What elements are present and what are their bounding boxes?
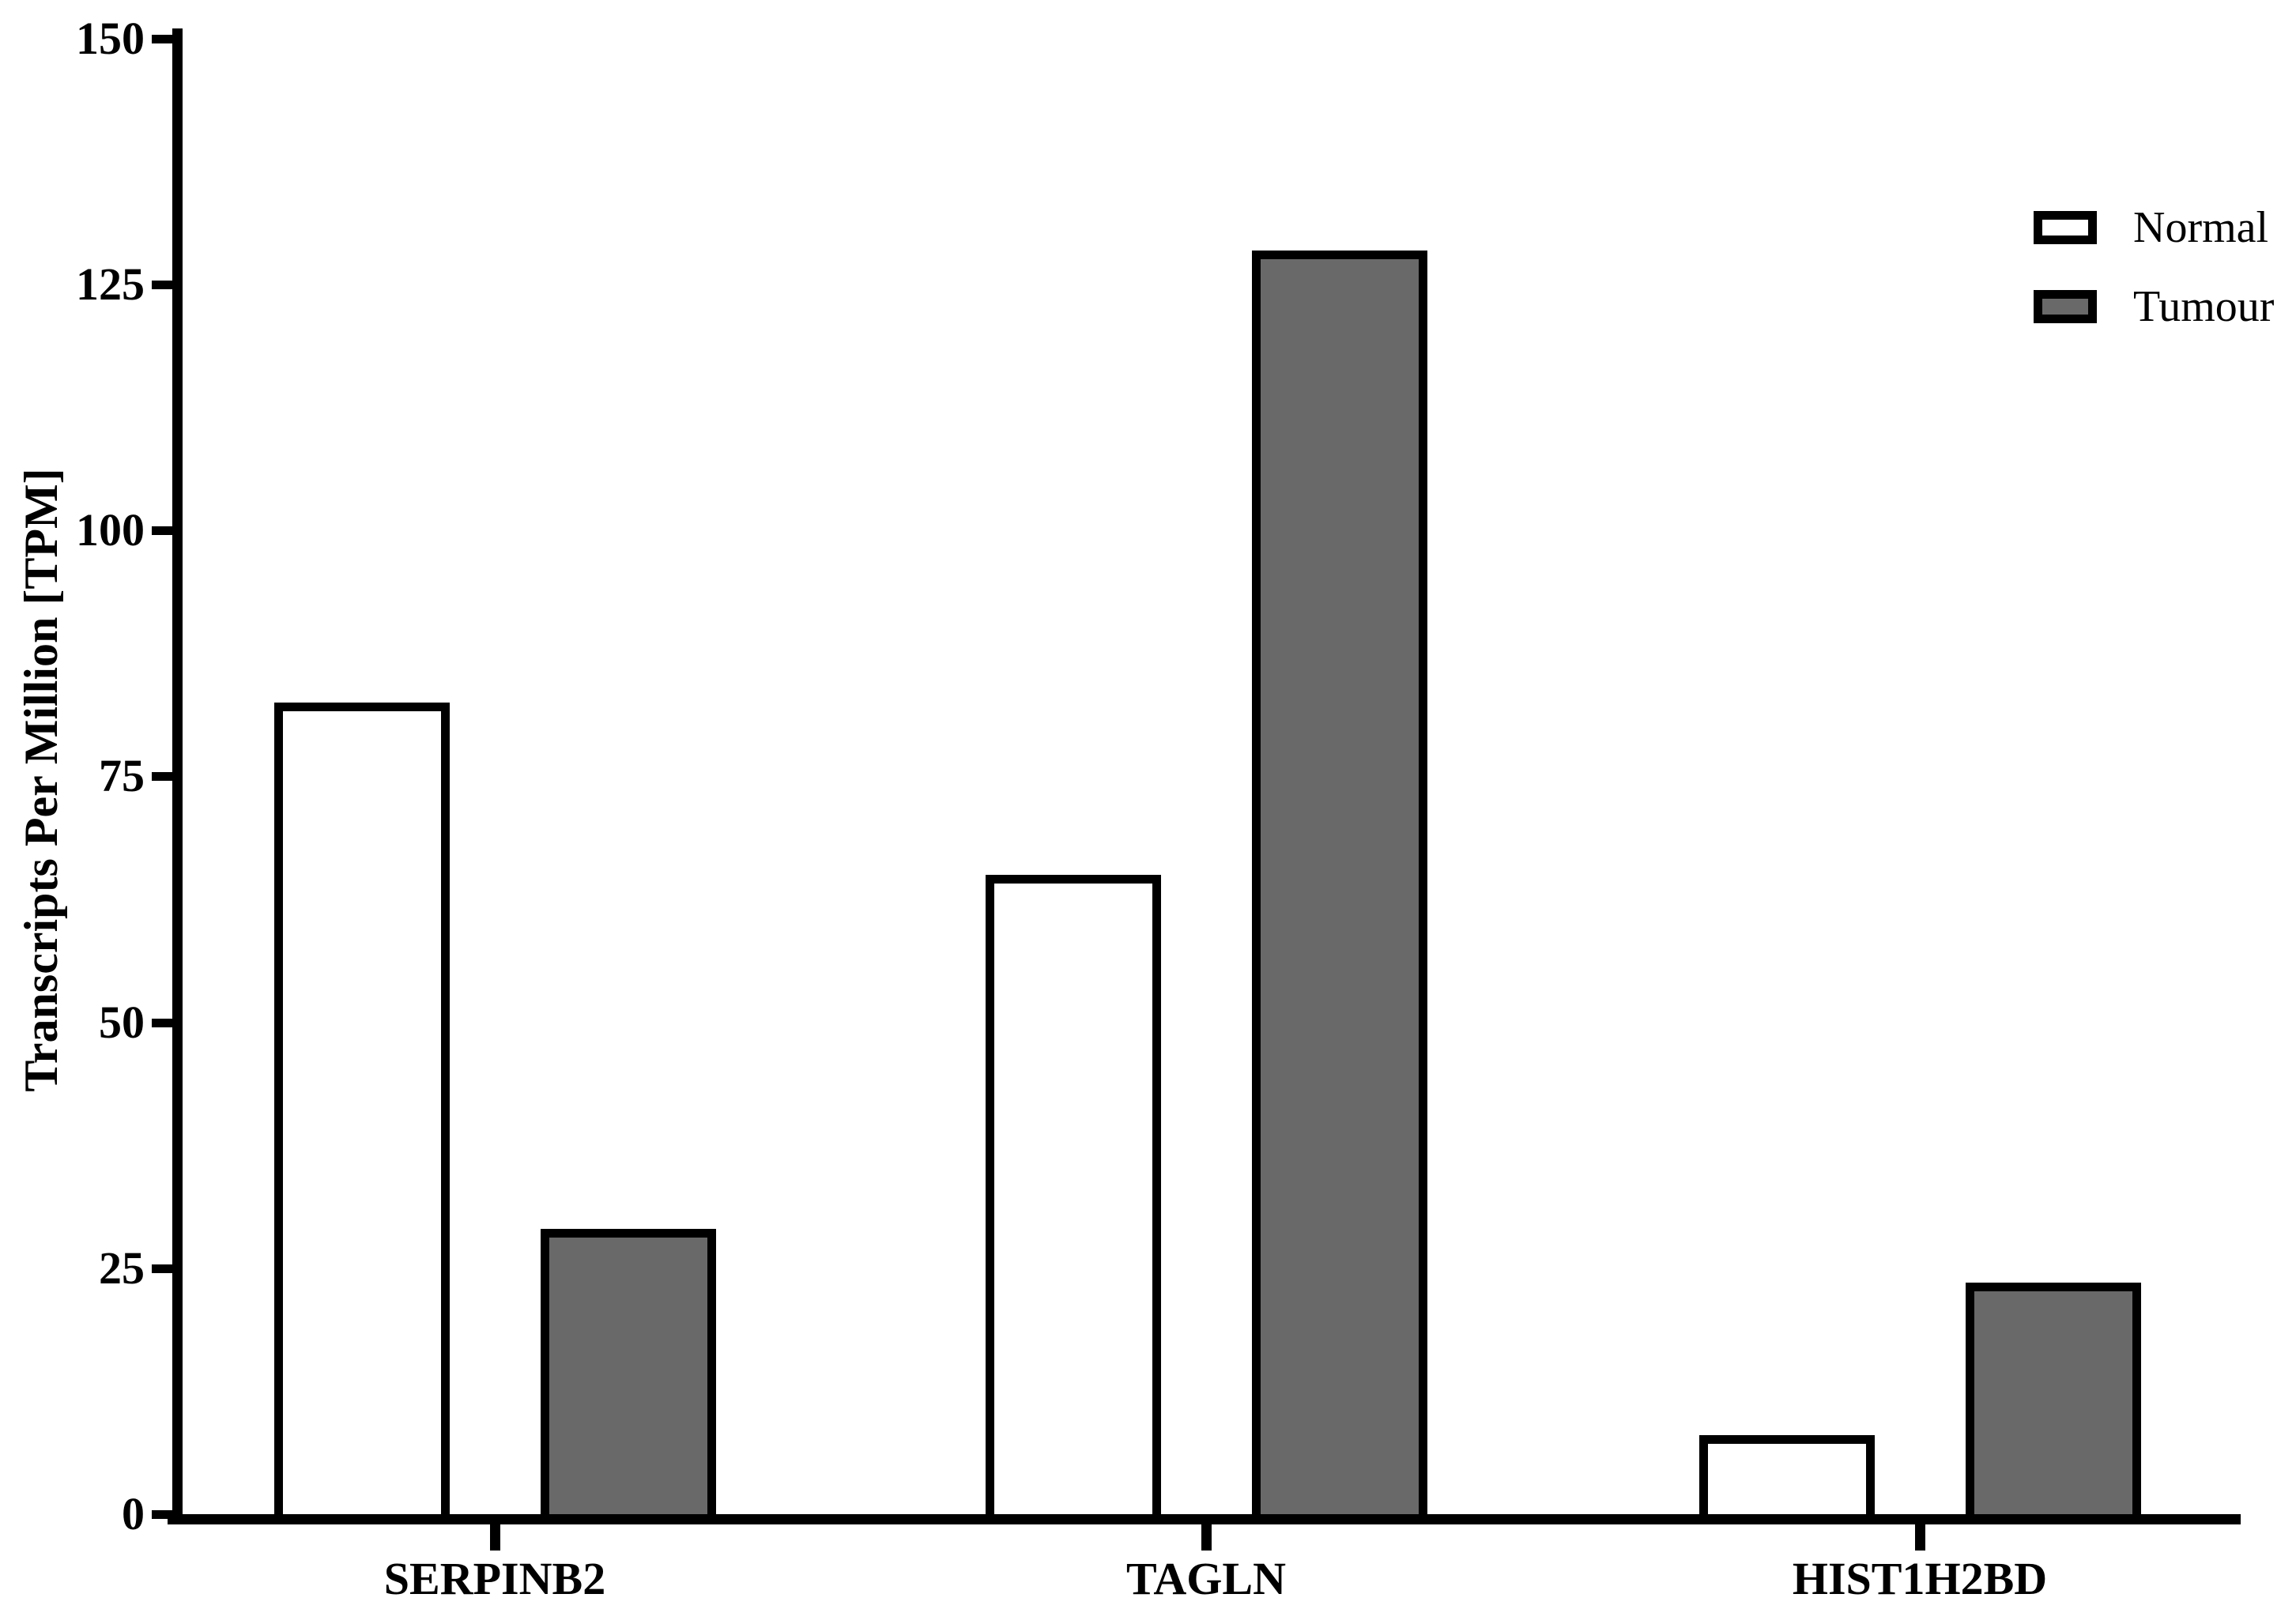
y-axis-title: Transcripts Per Million [TPM] bbox=[15, 468, 67, 1092]
legend-swatch-normal-icon bbox=[2034, 211, 2097, 244]
x-tick-label-serpinb2: SERPINB2 bbox=[383, 1553, 606, 1604]
legend-label-normal: Normal bbox=[2133, 203, 2269, 252]
bar-hist1h2bd-normal bbox=[1698, 1435, 1875, 1523]
y-tick-150 bbox=[152, 34, 178, 43]
legend-swatch-tumour-icon bbox=[2034, 290, 2097, 323]
y-tick-125 bbox=[152, 281, 178, 290]
y-tick-label-125: 125 bbox=[76, 258, 145, 311]
bar-tagln-tumour bbox=[1251, 250, 1427, 1523]
legend-row-normal: Normal bbox=[2034, 204, 2274, 251]
x-tick-label-tagln: TAGLN bbox=[1126, 1553, 1286, 1604]
bar-hist1h2bd-tumour bbox=[1965, 1283, 2141, 1523]
y-tick-label-25: 25 bbox=[99, 1242, 145, 1294]
y-tick-label-100: 100 bbox=[76, 504, 145, 556]
legend-label-tumour: Tumour bbox=[2133, 282, 2275, 331]
x-tick-hist1h2bd bbox=[1915, 1524, 1925, 1551]
bar-tagln-normal bbox=[985, 874, 1161, 1523]
bar-serpinb2-tumour bbox=[540, 1229, 716, 1523]
bar-serpinb2-normal bbox=[273, 703, 450, 1523]
y-tick-label-75: 75 bbox=[99, 750, 145, 802]
x-tick-label-hist1h2bd: HIST1H2BD bbox=[1792, 1553, 2048, 1604]
y-axis-line bbox=[172, 28, 183, 1524]
y-tick-75 bbox=[152, 772, 178, 782]
y-tick-25 bbox=[152, 1264, 178, 1273]
legend: Normal Tumour bbox=[2034, 204, 2274, 362]
x-tick-tagln bbox=[1201, 1524, 1212, 1551]
x-axis-line bbox=[168, 1514, 2241, 1524]
legend-row-tumour: Tumour bbox=[2034, 283, 2274, 330]
x-tick-serpinb2 bbox=[490, 1524, 500, 1551]
y-tick-100 bbox=[152, 526, 178, 536]
y-tick-label-50: 50 bbox=[99, 996, 145, 1048]
y-tick-label-150: 150 bbox=[76, 12, 145, 64]
y-tick-50 bbox=[152, 1018, 178, 1027]
y-tick-0 bbox=[152, 1510, 178, 1519]
y-tick-label-0: 0 bbox=[122, 1488, 145, 1539]
